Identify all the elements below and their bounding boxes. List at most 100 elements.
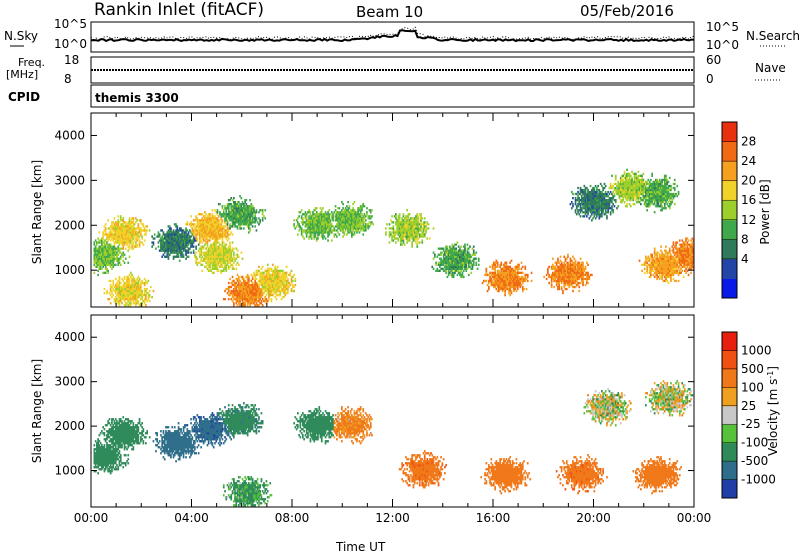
heatmap-cell xyxy=(563,261,566,264)
heatmap-cell xyxy=(323,235,326,238)
heatmap-cell xyxy=(322,207,324,210)
heatmap-cell xyxy=(187,233,190,236)
heatmap-cell xyxy=(586,197,588,200)
heatmap-cell xyxy=(575,192,578,196)
heatmap-cell xyxy=(185,249,187,252)
heatmap-cell xyxy=(513,275,515,279)
heatmap-cell xyxy=(97,249,99,252)
heatmap-cell xyxy=(192,251,195,254)
heatmap-cell xyxy=(408,221,411,224)
heatmap-cell xyxy=(318,221,321,224)
heatmap-cell xyxy=(415,237,417,240)
noise-sky-series xyxy=(90,29,695,43)
heatmap-cell xyxy=(234,285,236,289)
heatmap-cell xyxy=(465,261,468,264)
heatmap-cell xyxy=(265,294,268,297)
heatmap-cell xyxy=(238,294,240,297)
heatmap-cell xyxy=(217,257,220,260)
heatmap-cell xyxy=(396,237,398,240)
heatmap-cell xyxy=(108,233,111,236)
heatmap-cell xyxy=(521,277,524,281)
heatmap-cell xyxy=(214,243,216,246)
heatmap-cell xyxy=(343,213,346,216)
heatmap-cell xyxy=(108,298,111,301)
heatmap-cell xyxy=(219,261,221,264)
heatmap-cell xyxy=(212,227,215,230)
heatmap-cell xyxy=(343,211,346,214)
heatmap-cell xyxy=(127,241,130,244)
heatmap-cell xyxy=(338,219,341,222)
heatmap-cell xyxy=(465,267,468,270)
heatmap-cell xyxy=(579,271,582,274)
heatmap-cell xyxy=(313,217,316,220)
heatmap-cell xyxy=(96,259,98,262)
heatmap-cell xyxy=(222,211,225,214)
heatmap-cell xyxy=(274,273,277,277)
heatmap-cell xyxy=(220,223,223,226)
heatmap-cell xyxy=(238,207,240,210)
heatmap-cell xyxy=(210,247,212,250)
heatmap-cell xyxy=(503,269,505,272)
heatmap-cell xyxy=(234,289,236,293)
heatmap-cell xyxy=(258,279,260,283)
heatmap-cell xyxy=(254,296,256,299)
heatmap-cell xyxy=(227,207,230,210)
heatmap-cell xyxy=(207,269,210,272)
heatmap-cell xyxy=(210,227,212,230)
heatmap-cell xyxy=(519,281,522,285)
heatmap-cell xyxy=(207,255,210,258)
heatmap-cell xyxy=(325,221,328,224)
heatmap-cell xyxy=(310,217,313,220)
heatmap-cell xyxy=(104,267,107,270)
heatmap-cell xyxy=(119,257,122,260)
heatmap-cell xyxy=(168,229,171,232)
heatmap-cell xyxy=(157,235,160,238)
heatmap-cell xyxy=(348,211,351,214)
heatmap-cell xyxy=(255,300,258,303)
heatmap-cell xyxy=(219,231,221,234)
heatmap-cell xyxy=(234,217,236,220)
heatmap-cell xyxy=(514,271,517,274)
cpid-panel-frame xyxy=(90,84,695,108)
heatmap-cell xyxy=(270,279,273,283)
heatmap-cell xyxy=(599,197,602,200)
heatmap-cell xyxy=(354,215,357,218)
heatmap-cell xyxy=(547,269,549,272)
heatmap-cell xyxy=(243,281,245,285)
heatmap-cell xyxy=(261,304,264,307)
heatmap-cell xyxy=(118,292,121,295)
heatmap-cell xyxy=(270,285,273,289)
heatmap-cell xyxy=(136,233,138,236)
heatmap-cell xyxy=(250,203,253,206)
heatmap-cell xyxy=(128,237,131,240)
heatmap-cell xyxy=(173,249,176,252)
heatmap-cell xyxy=(146,281,148,285)
heatmap-cell xyxy=(236,203,239,206)
heatmap-cell xyxy=(235,205,238,208)
heatmap-cell xyxy=(550,285,553,289)
heatmap-cell xyxy=(231,267,234,270)
heatmap-cell xyxy=(310,233,313,236)
heatmap-cell xyxy=(582,211,584,214)
heatmap-cell xyxy=(563,281,566,285)
heatmap-cell xyxy=(234,205,236,208)
heatmap-cell xyxy=(124,257,127,260)
heatmap-cell xyxy=(501,287,504,291)
heatmap-cell xyxy=(212,251,215,254)
heatmap-cell xyxy=(126,289,128,293)
heatmap-cell xyxy=(402,229,405,232)
heatmap-cell xyxy=(322,229,324,232)
heatmap-cell xyxy=(119,225,122,228)
heatmap-cell xyxy=(509,279,511,283)
heatmap-cell xyxy=(254,279,256,283)
heatmap-cell xyxy=(201,245,204,248)
heatmap-cell xyxy=(577,263,579,266)
heatmap-cell xyxy=(177,229,180,232)
heatmap-cell xyxy=(284,285,287,289)
heatmap-cell xyxy=(249,296,251,299)
heatmap-cell xyxy=(163,233,166,236)
heatmap-cell xyxy=(591,190,593,194)
heatmap-cell xyxy=(195,237,197,240)
heatmap-cell xyxy=(598,190,601,194)
heatmap-cell xyxy=(283,275,285,279)
